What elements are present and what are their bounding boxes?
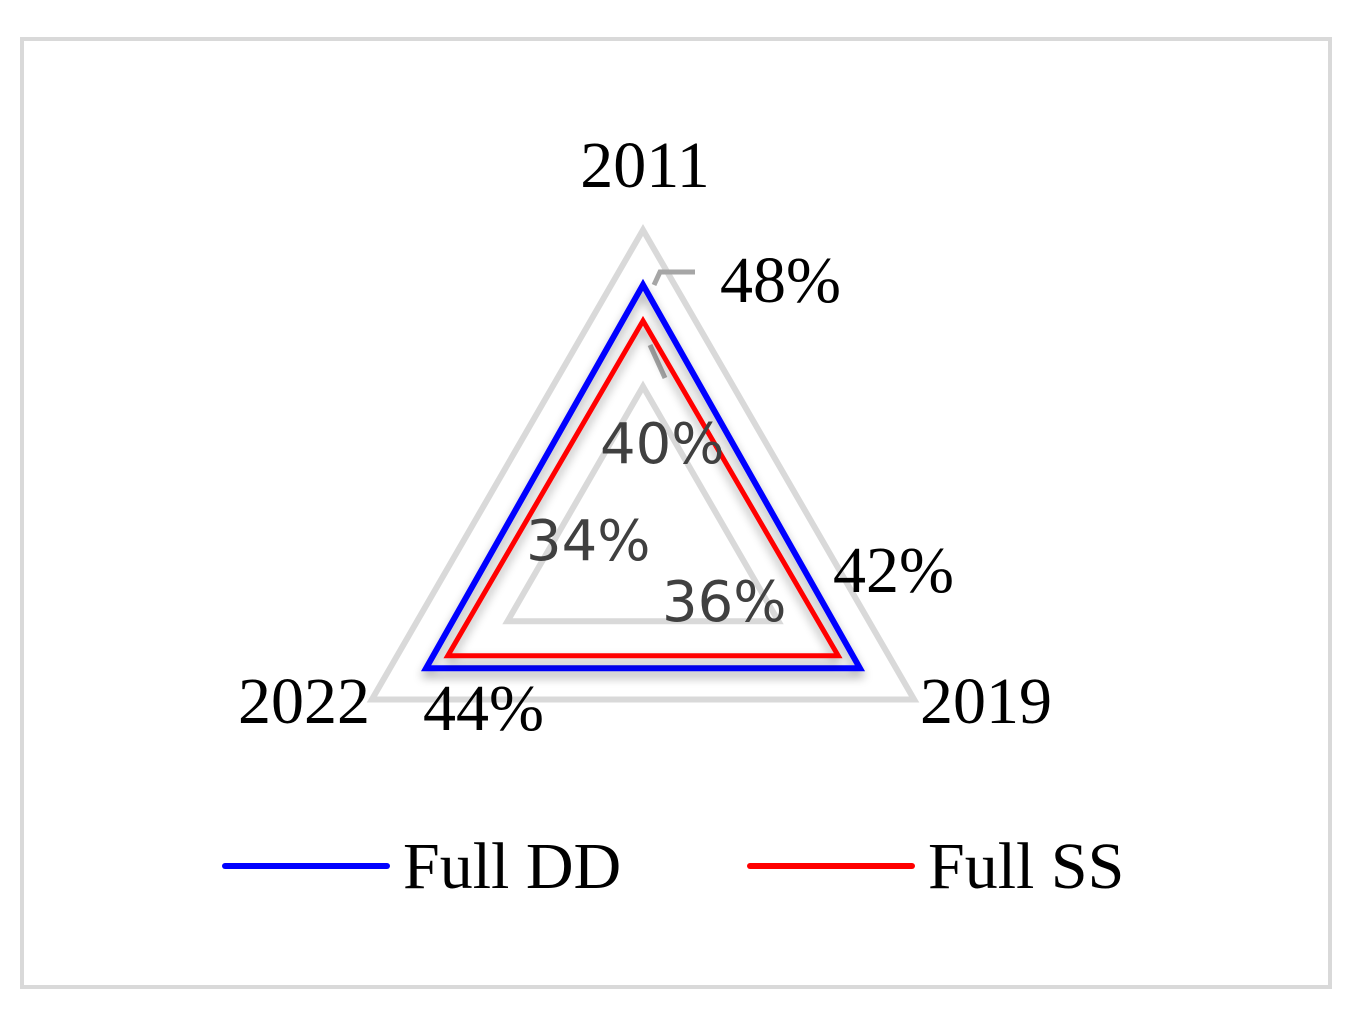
label-leader-line-inner — [647, 343, 668, 380]
radar-series — [420, 278, 866, 672]
category-label-2011: 2011 — [580, 129, 710, 202]
series-full-dd — [420, 278, 866, 672]
category-label-2019: 2019 — [920, 665, 1052, 738]
tick-label-44: 44% — [423, 672, 544, 745]
tick-label-40: 40% — [600, 412, 724, 477]
tick-label-34: 34% — [526, 509, 650, 574]
chart-frame — [20, 37, 1332, 989]
legend-label-full-dd: Full DD — [403, 830, 621, 903]
label-leader-line — [651, 269, 695, 287]
tick-label-42: 42% — [833, 534, 954, 607]
radar-grid — [366, 224, 920, 703]
series-full-ss — [443, 315, 843, 659]
legend: Full DD Full SS — [222, 830, 1124, 903]
grid-ring-2 — [366, 224, 920, 703]
tick-label-36: 36% — [662, 570, 786, 635]
grid-ring-1 — [502, 380, 784, 625]
tick-label-48: 48% — [720, 244, 841, 317]
legend-label-full-ss: Full SS — [928, 830, 1124, 903]
category-label-2022: 2022 — [238, 665, 370, 738]
radar-labels: 2011 2019 2022 48% 42% 44% 40% 34% 36% — [238, 129, 1052, 745]
